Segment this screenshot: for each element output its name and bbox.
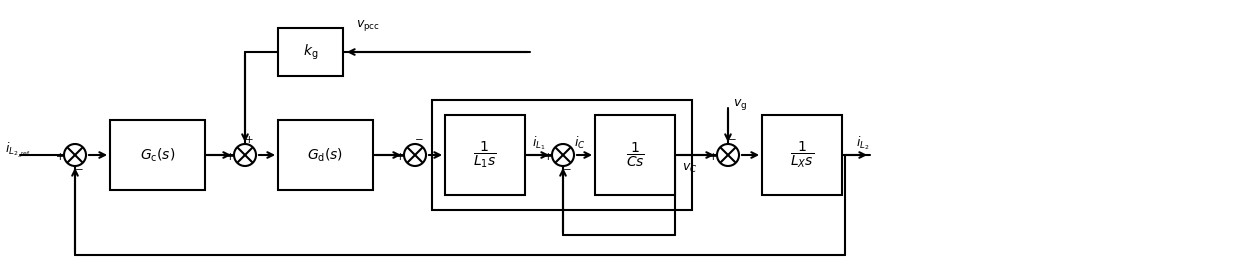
FancyBboxPatch shape	[278, 28, 343, 76]
Circle shape	[552, 144, 574, 166]
Text: +: +	[543, 152, 552, 162]
FancyBboxPatch shape	[278, 120, 373, 190]
Text: −: −	[563, 165, 572, 175]
Text: $k_{\mathrm{g}}$: $k_{\mathrm{g}}$	[303, 42, 319, 62]
Text: $i_{L_1}$: $i_{L_1}$	[532, 134, 546, 152]
Text: $i_{L_{2\_\mathrm{ref}}}$: $i_{L_{2\_\mathrm{ref}}}$	[5, 140, 31, 160]
FancyBboxPatch shape	[763, 115, 842, 195]
Text: $\dfrac{1}{L_1 s}$: $\dfrac{1}{L_1 s}$	[474, 140, 497, 170]
Text: $\dfrac{1}{L_X s}$: $\dfrac{1}{L_X s}$	[790, 140, 813, 170]
FancyBboxPatch shape	[595, 115, 675, 195]
Text: +: +	[709, 152, 717, 162]
Text: +: +	[226, 152, 234, 162]
Text: +: +	[56, 152, 64, 162]
Circle shape	[717, 144, 739, 166]
Text: $i_{L_2}$: $i_{L_2}$	[856, 134, 869, 152]
Circle shape	[64, 144, 86, 166]
FancyBboxPatch shape	[445, 115, 525, 195]
Text: $v_{\mathrm{g}}$: $v_{\mathrm{g}}$	[733, 98, 748, 113]
FancyBboxPatch shape	[110, 120, 205, 190]
Text: −: −	[728, 135, 737, 145]
Text: $v_C$: $v_C$	[682, 162, 697, 175]
Text: $G_{\mathrm{d}}(s)$: $G_{\mathrm{d}}(s)$	[308, 146, 343, 164]
Text: $v_{\mathrm{pcc}}$: $v_{\mathrm{pcc}}$	[356, 18, 379, 33]
Circle shape	[404, 144, 427, 166]
Text: $i_C$: $i_C$	[574, 135, 585, 151]
Text: +: +	[244, 135, 253, 145]
Text: −: −	[414, 135, 423, 145]
Text: $G_{\mathrm{c}}(s)$: $G_{\mathrm{c}}(s)$	[140, 146, 175, 164]
Text: +: +	[396, 152, 404, 162]
Text: $\dfrac{1}{Cs}$: $\dfrac{1}{Cs}$	[625, 141, 645, 169]
Text: −: −	[74, 165, 83, 175]
Circle shape	[234, 144, 255, 166]
